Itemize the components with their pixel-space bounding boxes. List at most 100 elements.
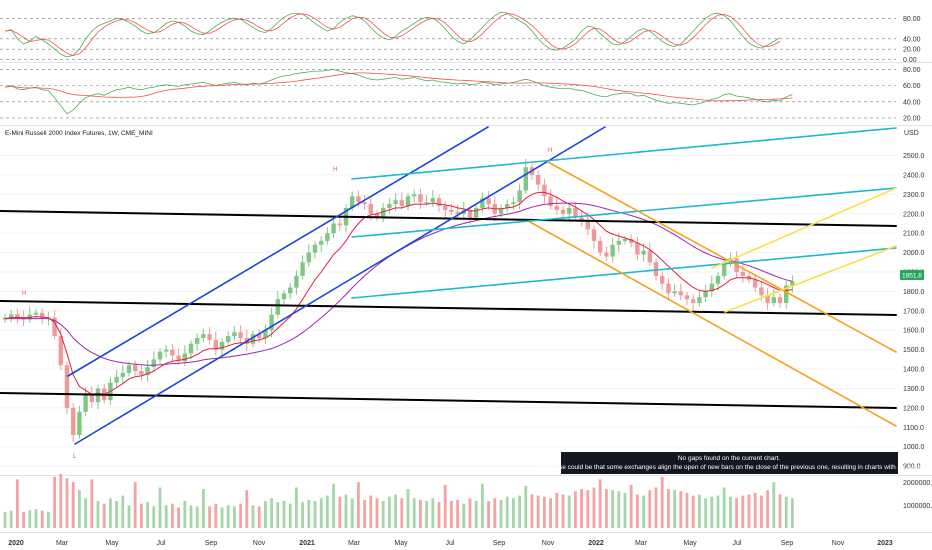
volume-bar-67 — [419, 499, 422, 528]
volume-bar-96 — [598, 479, 602, 528]
volume-bar-114 — [710, 496, 714, 528]
last-price-tag[interactable]: 1851.8 — [900, 270, 924, 280]
support-line-lower — [0, 392, 897, 409]
price-tick-1400: 1400.0 — [903, 367, 925, 374]
candle-body-50 — [312, 244, 318, 253]
volume-bar-116 — [722, 487, 726, 528]
price-tick-2000: 2000.0 — [903, 250, 925, 257]
candle-body-72 — [449, 209, 454, 212]
price-tick-1000: 1000.0 — [903, 444, 925, 451]
moving-average-slow — [5, 202, 793, 366]
volume-bar-90 — [561, 494, 565, 528]
volume-bar-43 — [270, 498, 273, 528]
volume-bar-122 — [760, 495, 763, 528]
candle-body-38 — [238, 332, 243, 338]
volume-bar-89 — [555, 492, 559, 528]
candle-body-113 — [703, 291, 708, 298]
swing-high-marker-2: H — [333, 167, 337, 173]
volume-bar-18 — [115, 501, 118, 528]
volume-bar-49 — [307, 499, 311, 528]
candle-body-46 — [288, 287, 293, 294]
volume-bar-113 — [704, 498, 707, 528]
time-tick-1: Mar — [56, 540, 69, 547]
candle-body-60 — [374, 213, 380, 218]
time-tick-11: Nov — [542, 540, 555, 547]
volume-bar-17 — [109, 498, 112, 528]
volume-bar-39 — [245, 490, 249, 528]
volume-bar-100 — [623, 492, 627, 528]
yellow-wedge-upper — [711, 187, 897, 269]
candle-body-75 — [467, 209, 473, 218]
volume-bar-123 — [766, 490, 769, 528]
candlestick-series — [2, 159, 795, 443]
yellow-wedge-lower — [724, 245, 897, 313]
candle-body-92 — [573, 207, 578, 218]
volume-bar-19 — [121, 495, 125, 528]
volume-bar-33 — [208, 506, 211, 528]
candle-body-125 — [777, 297, 783, 304]
candle-body-98 — [610, 244, 615, 257]
candle-body-41 — [257, 334, 262, 338]
candle-body-102 — [635, 242, 640, 255]
cyan-channel-lower — [351, 247, 897, 299]
volume-bar-25 — [158, 487, 162, 528]
volume-bar-98 — [611, 490, 614, 528]
volume-bar-102 — [636, 494, 639, 528]
volume-bar-79 — [493, 498, 497, 528]
candle-body-57 — [356, 196, 361, 203]
orange-channel-lower — [529, 221, 897, 427]
candle-body-37 — [232, 332, 237, 337]
swing-low-marker: L — [73, 454, 77, 460]
osc1-d-line — [4, 13, 781, 56]
no-gaps-notice-bg — [561, 452, 898, 474]
volume-bar-83 — [518, 495, 521, 528]
candle-body-73 — [455, 211, 460, 214]
candle-body-27 — [170, 349, 175, 356]
volume-bar-56 — [350, 498, 354, 528]
volume-bar-73 — [456, 499, 459, 528]
volume-bar-15 — [96, 501, 100, 528]
candle-body-26 — [164, 349, 169, 352]
candle-body-48 — [300, 262, 305, 276]
volume-bar-92 — [574, 491, 577, 528]
volume-tick-1: 2000000.0 — [903, 480, 932, 487]
no-gaps-notice-line1: No gaps found on the current chart. — [678, 455, 780, 462]
volume-bar-30 — [189, 505, 193, 528]
volume-bar-14 — [90, 479, 94, 528]
volume-bar-81 — [505, 496, 509, 528]
time-tick-15: Jul — [733, 540, 742, 547]
volume-bar-121 — [753, 492, 757, 528]
candle-body-108 — [672, 291, 677, 294]
volume-bar-11 — [71, 482, 75, 528]
candle-body-78 — [486, 198, 491, 205]
candle-body-40 — [250, 334, 256, 344]
volume-bar-74 — [462, 503, 466, 528]
candle-body-22 — [139, 371, 144, 375]
volume-bar-52 — [326, 495, 329, 528]
candle-body-13 — [83, 394, 88, 412]
candle-body-5 — [33, 312, 39, 315]
volume-bar-24 — [152, 506, 156, 528]
candle-body-47 — [294, 275, 299, 288]
volume-bar-119 — [741, 495, 745, 528]
volume-bar-4 — [28, 510, 32, 528]
volume-bar-103 — [642, 495, 645, 528]
blue-channel-lower — [74, 126, 606, 445]
price-tick-1200: 1200.0 — [903, 405, 925, 412]
volume-bar-9 — [59, 474, 63, 528]
volume-bar-109 — [679, 491, 683, 528]
candle-body-14 — [89, 394, 94, 403]
volume-bar-63 — [394, 494, 397, 528]
candle-body-104 — [647, 250, 652, 263]
cyan-channel-upper — [351, 187, 897, 238]
candle-body-124 — [771, 297, 776, 304]
volume-bar-78 — [487, 501, 490, 528]
candle-body-6 — [40, 312, 45, 319]
osc1-tick-80: 80.00 — [903, 16, 921, 23]
price-grid — [0, 62, 932, 533]
volume-bar-45 — [282, 501, 286, 528]
time-tick-6: 2021 — [299, 540, 315, 547]
candle-body-19 — [120, 372, 125, 377]
price-tick-1100: 1100.0 — [903, 425, 924, 432]
time-tick-4: Sep — [205, 540, 218, 547]
